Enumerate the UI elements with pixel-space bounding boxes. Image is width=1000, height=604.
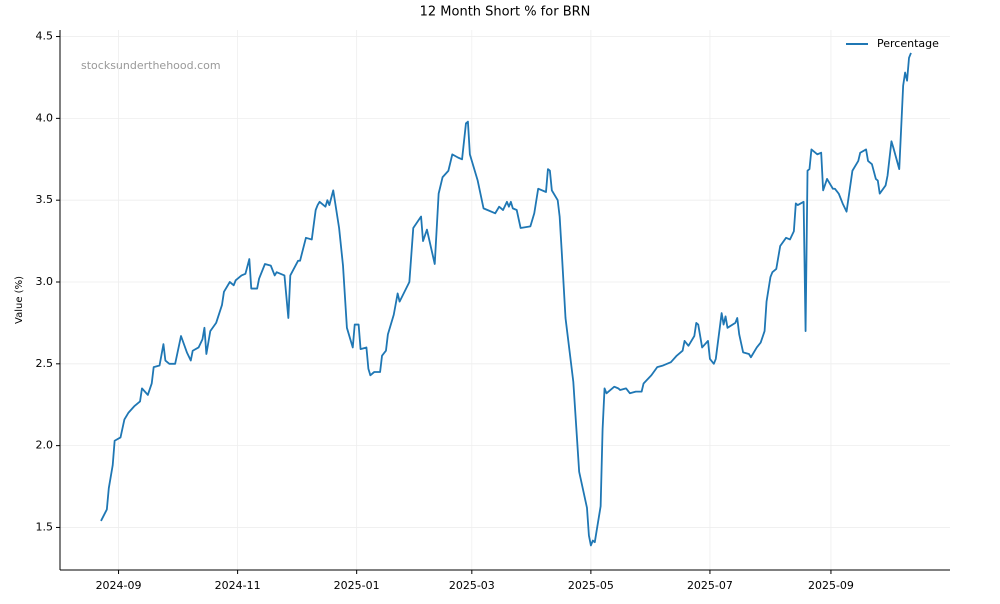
y-tick-label: 2.5: [36, 357, 54, 370]
data-line: [100, 52, 912, 547]
x-tick-label: 2024-09: [96, 579, 142, 592]
x-tick-label: 2024-11: [215, 579, 261, 592]
x-tick-label: 2025-07: [687, 579, 733, 592]
y-axis-label: Value (%): [14, 276, 25, 324]
chart-title: 12 Month Short % for BRN: [420, 5, 591, 20]
x-tick-label: 2025-05: [568, 579, 614, 592]
x-tick-label: 2025-03: [449, 579, 495, 592]
watermark: stocksunderthehood.com: [81, 59, 221, 72]
x-tick-label: 2025-01: [334, 579, 380, 592]
x-tick-label: 2025-09: [808, 579, 854, 592]
y-tick-label: 1.5: [36, 520, 54, 533]
y-tick-label: 4.0: [36, 111, 54, 124]
y-tick-label: 2.0: [36, 439, 54, 452]
y-tick-label: 4.5: [36, 30, 54, 43]
y-tick-label: 3.0: [36, 275, 54, 288]
legend-label: Percentage: [877, 37, 939, 50]
y-tick-label: 3.5: [36, 193, 54, 206]
